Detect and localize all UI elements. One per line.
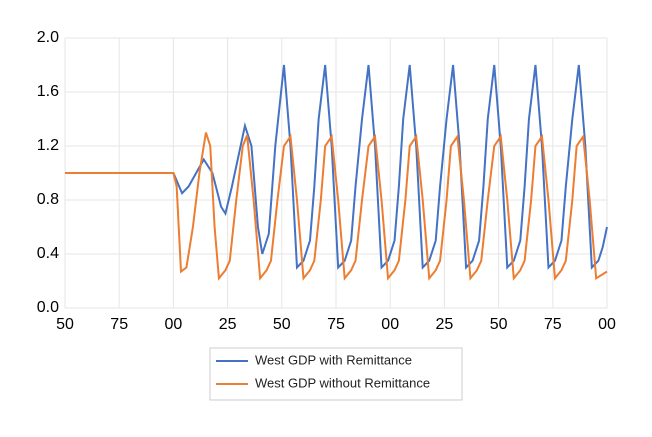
x-tick-label: 25 [219,316,237,333]
x-tick-label: 50 [56,316,74,333]
y-tick-label: 0.0 [37,299,59,316]
x-tick-label: 75 [110,316,128,333]
legend-box [209,347,463,401]
y-tick-label: 0.4 [37,245,59,262]
x-tick-label: 75 [327,316,345,333]
legend-label: West GDP without Remittance [255,375,430,390]
legend-label: West GDP with Remittance [255,352,412,367]
x-tick-label: 00 [165,316,183,333]
y-tick-label: 1.6 [37,83,59,100]
x-tick-label: 75 [544,316,562,333]
y-tick-label: 0.8 [37,191,59,208]
x-tick-label: 50 [490,316,508,333]
y-tick-label: 1.2 [37,137,59,154]
x-tick-label: 25 [436,316,454,333]
x-tick-label: 00 [381,316,399,333]
y-tick-label: 2.0 [37,29,59,46]
series-line [65,132,608,281]
x-tick-label: 50 [273,316,291,333]
x-tick-label: 00 [598,316,616,333]
series-line [65,64,608,270]
